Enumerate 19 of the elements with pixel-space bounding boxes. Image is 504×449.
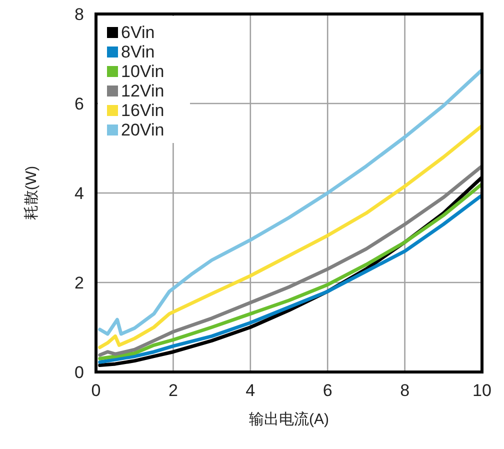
legend-label: 12Vin (121, 82, 164, 100)
x-tick-label: 10 (472, 381, 492, 400)
y-tick-label: 0 (74, 363, 84, 382)
legend-label: 8Vin (121, 42, 155, 62)
y-tick-label: 2 (74, 274, 84, 292)
x-tick-label: 6 (322, 381, 332, 400)
legend-label: 6Vin (121, 23, 155, 42)
x-tick-label: 4 (246, 381, 256, 400)
y-axis-title: 耗散(W) (23, 166, 40, 220)
x-axis-title: 输出电流(A) (249, 411, 329, 428)
legend-label: 16Vin (121, 101, 164, 120)
legend-label: 20Vin (121, 120, 164, 140)
x-tick-label: 8 (400, 381, 410, 400)
y-tick-label: 6 (74, 94, 84, 114)
y-tick-label: 8 (74, 5, 84, 24)
x-tick-label: 2 (168, 381, 178, 400)
x-tick-label: 0 (91, 381, 101, 400)
y-tick-label: 4 (74, 184, 84, 203)
legend-label: 10Vin (121, 62, 164, 81)
